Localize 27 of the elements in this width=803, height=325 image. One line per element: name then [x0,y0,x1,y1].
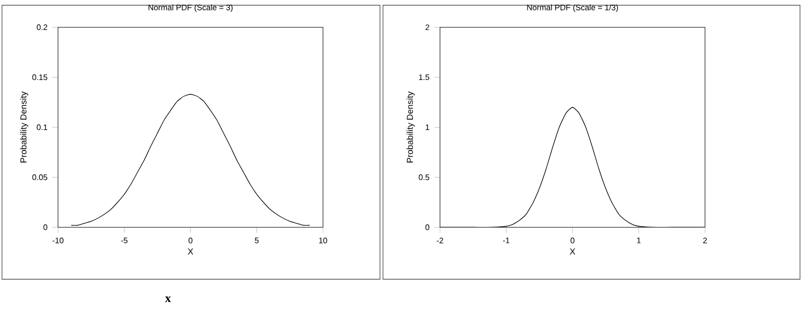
chart-title: Normal PDF (Scale = 1/3) [527,4,618,12]
x-tick-label: -1 [503,238,510,244]
x-tick-label: 10 [319,238,328,244]
x-tick-label: 0 [570,238,574,244]
x-tick-label: -5 [121,238,128,244]
y-axis-title: Probability Density [406,91,415,162]
y-tick-label: 0.15 [32,74,48,80]
chart-title: Normal PDF (Scale = 3) [148,4,233,12]
x-tick-label: -2 [436,238,444,244]
x-tick-label: 1 [637,238,641,244]
y-tick-label: 2 [426,24,430,30]
y-tick-label: 0.5 [418,174,430,180]
y-tick-label: 1 [426,124,430,130]
y-tick-label: 0.05 [32,174,48,180]
y-tick-label: 0.2 [36,24,48,30]
text: x [165,296,171,302]
x-axis-title: X [570,248,576,254]
x-tick-label: -10 [52,238,64,244]
y-tick-label: 1.5 [419,74,430,80]
x-tick-label: 0 [188,238,192,244]
x-axis-title: X [188,248,194,254]
y-tick-label: 0 [43,224,48,230]
y-tick-label: 0.1 [36,124,48,130]
x-tick-label: 2 [703,238,707,244]
y-axis-title: Probability Density [20,91,28,162]
y-tick-label: 0 [425,224,430,230]
x-tick-label: 5 [254,238,259,244]
